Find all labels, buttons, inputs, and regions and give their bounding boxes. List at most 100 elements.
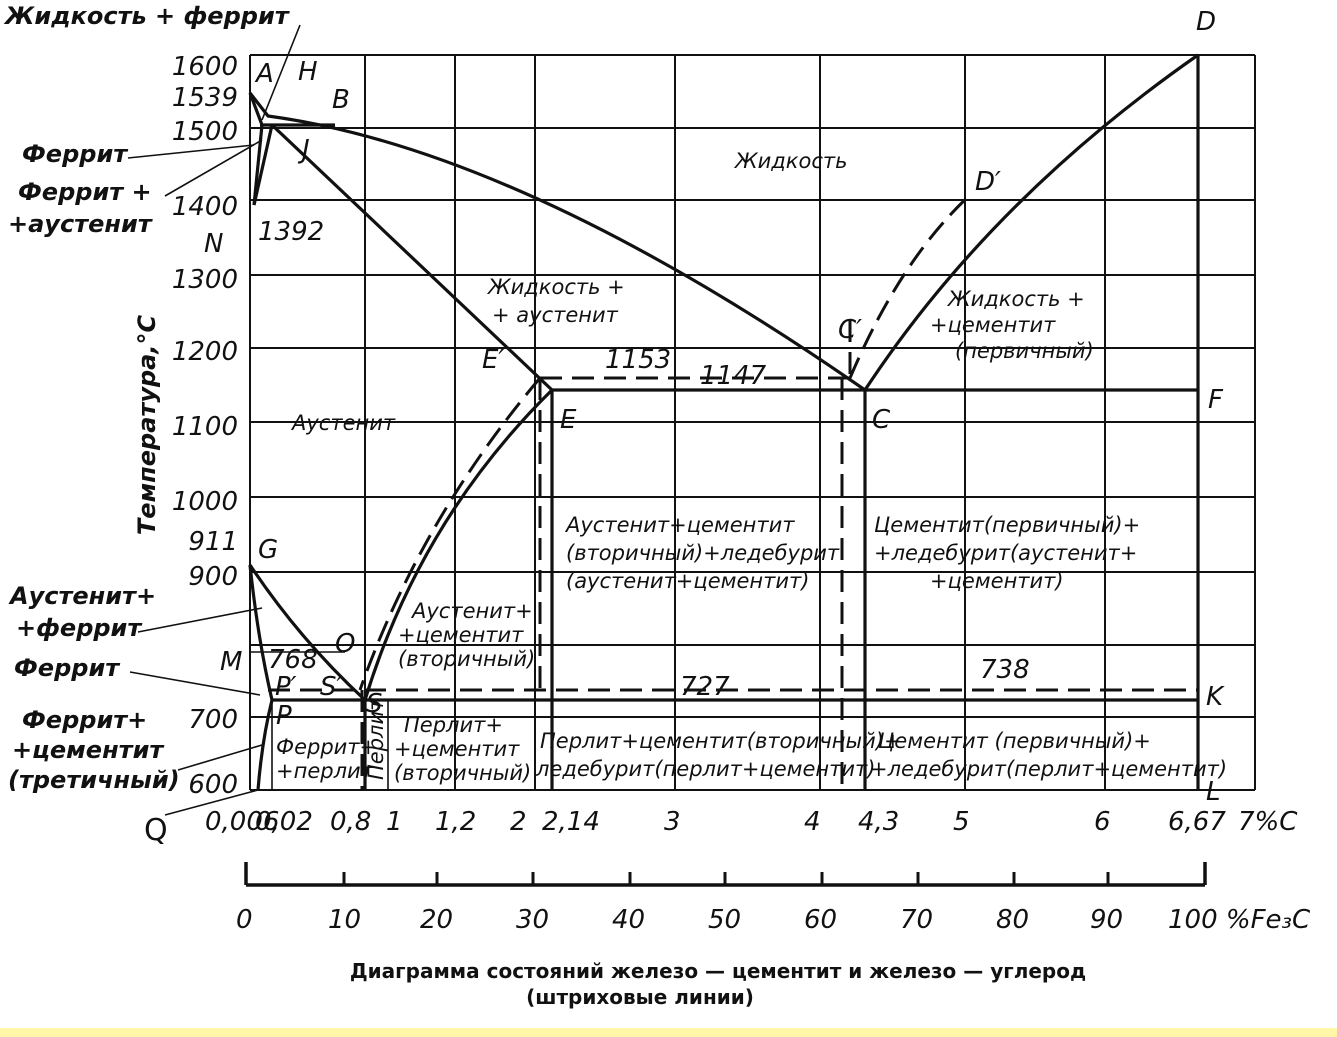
special-temps: 1539 1392 911 768 1153 1147 727 738 bbox=[172, 83, 1030, 702]
point-m: M bbox=[220, 647, 242, 677]
y-tick-1600: 1600 bbox=[172, 52, 238, 82]
point-f: F bbox=[1208, 385, 1224, 415]
fe3c-axis: 0 10 20 30 40 50 60 70 80 90 100 %Fe₃C bbox=[236, 862, 1311, 935]
c-tick-1: 1 bbox=[386, 807, 403, 837]
label-liquid-austenite-1: Жидкость + bbox=[486, 275, 625, 299]
y-tick-1500: 1500 bbox=[172, 117, 238, 147]
label-ferrite2: Феррит bbox=[14, 654, 121, 682]
label-austenite-ferrite-2: +феррит bbox=[16, 614, 143, 642]
point-s: S bbox=[366, 689, 383, 719]
label-perl-cem2-3: (вторичный) bbox=[394, 761, 531, 785]
point-l: L bbox=[1206, 777, 1221, 807]
temp-1147: 1147 bbox=[700, 361, 767, 391]
point-h: H bbox=[298, 57, 318, 87]
label-perlite: Перлит bbox=[364, 698, 388, 780]
label-fer-cem3-1: Феррит+ bbox=[22, 706, 147, 734]
delta-ferrite-boundary bbox=[248, 92, 264, 206]
point-p-prime: P′ bbox=[275, 672, 297, 702]
label-fer-cem3-2: +цементит bbox=[12, 736, 165, 764]
pq-line bbox=[256, 699, 274, 791]
temp-1392: 1392 bbox=[258, 217, 324, 247]
c-tick-12: 1,2 bbox=[435, 807, 476, 837]
point-g: G bbox=[258, 535, 278, 565]
label-cem-led-aus-2: +ледебурит(аустенит+ bbox=[874, 541, 1137, 565]
c-tick-2: 2 bbox=[510, 807, 527, 837]
fe3c-tick-100: 100 %Fe₃C bbox=[1168, 905, 1311, 935]
point-a: A bbox=[254, 59, 274, 89]
dashed-es bbox=[358, 377, 542, 691]
label-liquid: Жидкость bbox=[733, 149, 847, 173]
c-tick-08: 0,8 bbox=[330, 807, 371, 837]
label-cem-led-perl-2: +ледебурит(перлит+цементит) bbox=[870, 757, 1227, 781]
label-liquid-austenite-2: + аустенит bbox=[492, 303, 619, 327]
label-ferrite-austenite-2: +аустенит bbox=[8, 210, 154, 238]
pointer-lines bbox=[127, 24, 301, 816]
point-b: B bbox=[332, 85, 350, 115]
label-perl-cem-led-2: ледебурит(перлит+цементит) bbox=[535, 757, 875, 781]
y-tick-1200: 1200 bbox=[172, 337, 238, 367]
point-p: P bbox=[276, 701, 292, 731]
label-cem-led-perl-1: Цементит (первичный)+ bbox=[878, 729, 1151, 753]
label-cem-led-aus-1: Цементит(первичный)+ bbox=[874, 513, 1140, 537]
point-o: O bbox=[335, 629, 355, 659]
temp-768: 768 bbox=[268, 645, 318, 675]
label-austenite-ferrite-1: Аустенит+ bbox=[8, 582, 156, 610]
liquidus-cd bbox=[863, 53, 1199, 391]
fe3c-tick-60: 60 bbox=[804, 905, 837, 935]
temp-738: 738 bbox=[980, 655, 1030, 685]
fe3c-tick-20: 20 bbox=[420, 905, 453, 935]
c-tick-43: 4,3 bbox=[858, 807, 899, 837]
fe3c-tick-30: 30 bbox=[516, 905, 549, 935]
gp-line bbox=[248, 564, 274, 701]
label-ferrite-austenite-1: Феррит + bbox=[18, 178, 152, 206]
caption-line1: Диаграмма состояний железо — цементит и … bbox=[350, 959, 1086, 983]
fe3c-tick-40: 40 bbox=[612, 905, 645, 935]
scan-edge bbox=[0, 1028, 1337, 1037]
point-q: Q bbox=[144, 813, 168, 848]
label-fer-cem3-3: (третичный) bbox=[8, 766, 180, 794]
y-tick-1000: 1000 bbox=[172, 487, 238, 517]
label-liquid-cementite-1: Жидкость + bbox=[946, 287, 1085, 311]
dashed-cd bbox=[848, 193, 972, 379]
label-fer-perl-1: Феррит+ bbox=[276, 735, 377, 759]
label-liquid-cementite-3: (первичный) bbox=[955, 339, 1094, 363]
liquidus-abc bbox=[248, 92, 866, 392]
label-liquid-cementite-2: +цементит bbox=[930, 313, 1056, 337]
acm-line bbox=[363, 388, 554, 701]
phase-lines bbox=[248, 53, 1200, 791]
label-cem-led-aus-3: +цементит) bbox=[930, 569, 1064, 593]
point-s-prime: S′ bbox=[320, 672, 343, 702]
temp-911: 911 bbox=[188, 527, 238, 557]
fe3c-tick-10: 10 bbox=[328, 905, 361, 935]
label-aus-cem-led-2: (вторичный)+ледебурит bbox=[566, 541, 840, 565]
label-aus-cem-led-1: Аустенит+цементит bbox=[564, 513, 795, 537]
solidus-je bbox=[270, 123, 554, 392]
point-e: E bbox=[560, 405, 577, 435]
fe3c-tick-80: 80 bbox=[996, 905, 1029, 935]
label-austenite: Аустенит bbox=[290, 411, 396, 435]
point-k: K bbox=[1206, 682, 1225, 712]
temp-1539: 1539 bbox=[172, 83, 238, 113]
c-tick-6: 6 bbox=[1094, 807, 1111, 837]
fe3c-tick-50: 50 bbox=[708, 905, 741, 935]
c-tick-214: 2,14 bbox=[542, 807, 600, 837]
caption-line2: (штриховые линии) bbox=[526, 985, 754, 1009]
c-tick-0006: 0,006 bbox=[205, 807, 279, 837]
point-labels: A H B J N E′ E C′ C F D D′ G O M P′ S′ S… bbox=[144, 7, 1225, 848]
label-fer-perl-2: +перлит bbox=[276, 759, 374, 783]
y-ticks: 1600 1500 1400 1300 1200 1100 1000 900 7… bbox=[172, 52, 238, 800]
dashed-lines bbox=[268, 193, 1198, 790]
region-labels: Жидкость + феррит Феррит Феррит + +аусте… bbox=[3, 2, 1227, 794]
temp-1153: 1153 bbox=[605, 345, 671, 375]
y-tick-1400: 1400 bbox=[172, 192, 238, 222]
label-aus-cem-led-3: (аустенит+цементит) bbox=[566, 569, 809, 593]
point-c-prime: C′ bbox=[838, 315, 862, 345]
point-c: C bbox=[872, 405, 891, 435]
c-tick-5: 5 bbox=[953, 807, 970, 837]
point-d: D bbox=[1196, 7, 1216, 37]
fe3c-tick-90: 90 bbox=[1090, 905, 1123, 935]
y-tick-900: 900 bbox=[188, 562, 238, 592]
a3-line bbox=[248, 564, 367, 702]
c-tick-3: 3 bbox=[664, 807, 681, 837]
